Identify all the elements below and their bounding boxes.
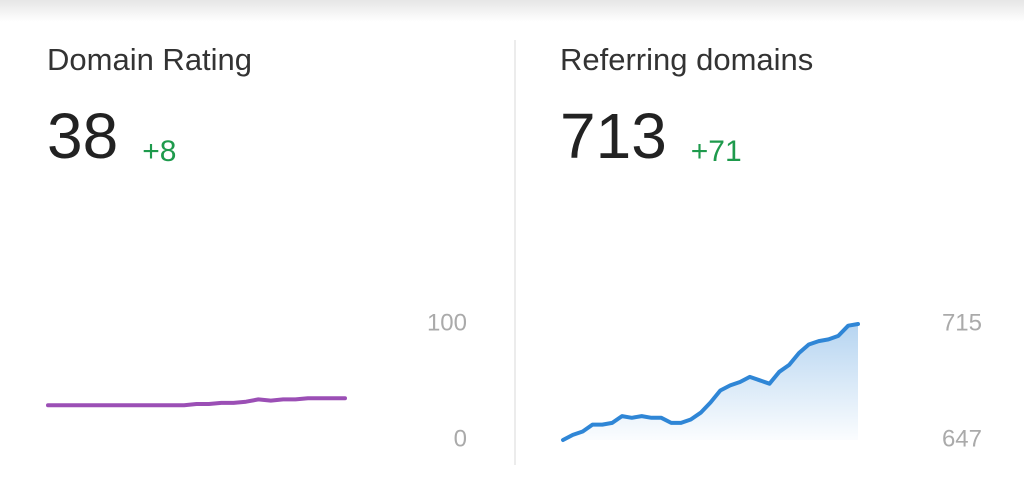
metric-change: +8 (142, 135, 176, 168)
y-tick-label: 100 (427, 309, 467, 336)
top-shadow (0, 0, 1024, 22)
y-tick-label: 715 (942, 309, 982, 336)
line (561, 322, 860, 442)
metric-value: 713 (560, 100, 667, 172)
metric-change: +71 (691, 135, 742, 168)
line (46, 396, 347, 408)
y-tick-label: 0 (454, 425, 467, 452)
area (563, 324, 858, 440)
metric-value: 38 (47, 100, 118, 172)
y-tick-label: 647 (942, 425, 982, 452)
card-title: Referring domains (560, 42, 813, 77)
card-title: Domain Rating (47, 42, 252, 77)
